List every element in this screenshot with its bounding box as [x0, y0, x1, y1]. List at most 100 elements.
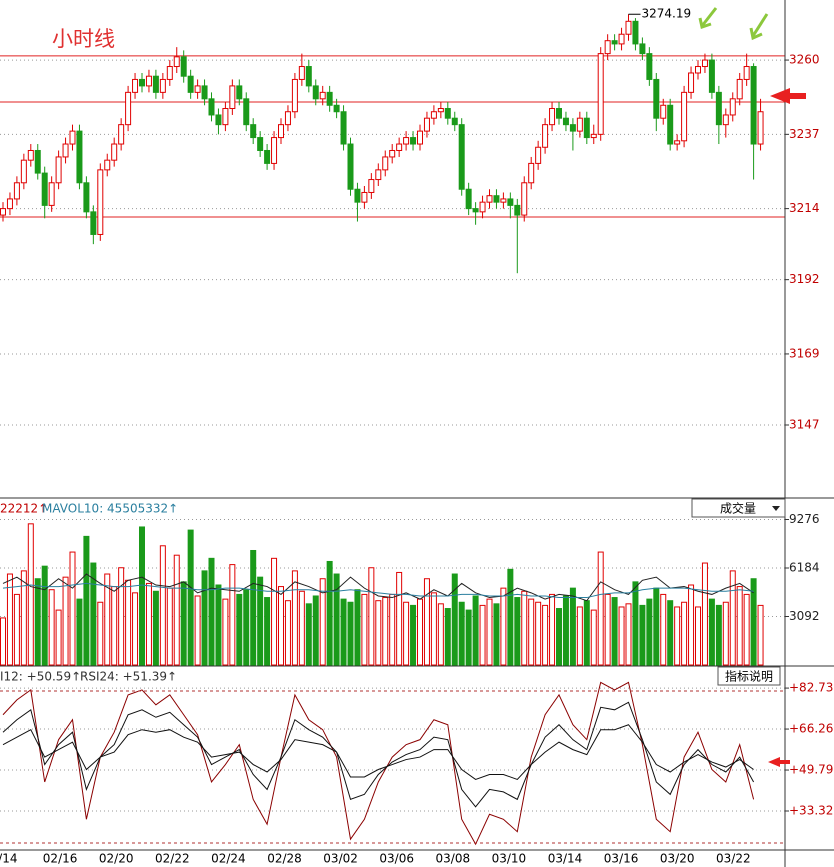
candle-body [368, 179, 375, 193]
candle-body [667, 104, 674, 145]
volume-bar [305, 603, 312, 666]
volume-bar [319, 578, 326, 666]
x-tick-label: 2/14 [0, 852, 17, 866]
volume-bar [76, 598, 83, 666]
volume-legend: MAVOL10: 45505332↑ [42, 502, 178, 516]
candle-body [305, 66, 312, 87]
candle-body [708, 59, 715, 93]
candle-body [229, 85, 236, 110]
y-tick-label: 3237 [789, 127, 820, 141]
volume-bar [62, 576, 69, 666]
x-tick-label: 03/10 [492, 852, 527, 866]
volume-bar [333, 573, 340, 666]
candle-body [493, 195, 500, 203]
volume-bar [521, 590, 528, 666]
candle-body [312, 85, 319, 100]
volume-bar [159, 545, 166, 666]
volume-bar [257, 576, 264, 666]
volume-bar [729, 570, 736, 666]
volume-bar [576, 606, 583, 666]
volume-bar [208, 557, 215, 666]
indicator-help[interactable]: 指标说明 [717, 666, 781, 686]
volume-bar [688, 584, 695, 666]
candle-body [514, 204, 521, 216]
help-button[interactable] [717, 666, 781, 686]
volume-bar [180, 581, 187, 666]
volume-bar [417, 598, 423, 666]
volume-bar [757, 604, 764, 666]
candle-body [722, 114, 729, 126]
volume-bar [653, 587, 660, 666]
selector-box[interactable] [691, 498, 786, 518]
candle-body [347, 143, 354, 190]
volume-bar [639, 604, 646, 666]
candle-body [688, 72, 695, 93]
volume-bar [458, 601, 465, 666]
candle-body [750, 66, 757, 145]
volume-bar [55, 609, 62, 666]
volume-bar [389, 593, 396, 666]
volume-bar [632, 581, 639, 666]
volume-bar [423, 578, 430, 666]
candle-body [187, 75, 194, 93]
volume-bar [236, 593, 243, 666]
rsi-line [2, 681, 755, 846]
candle-body [396, 143, 403, 151]
y-tick-label: +49.79 [789, 763, 833, 777]
candle-body [180, 56, 187, 77]
volume-bar [382, 597, 389, 666]
candle-body [236, 85, 243, 100]
volume-bar [326, 560, 333, 666]
chart-title: 小时线 [52, 27, 115, 51]
volume-bar [549, 593, 556, 666]
volume-bar [743, 593, 750, 666]
candle-body [152, 75, 159, 93]
candle-body [257, 137, 264, 151]
x-tick-label: 02/28 [267, 852, 302, 866]
volume-bar [396, 571, 403, 666]
arrow-annotation [768, 757, 790, 767]
volume-bar [69, 551, 76, 666]
volume-bar [41, 565, 48, 666]
volume-bar [528, 598, 535, 666]
volume-bar [611, 597, 618, 666]
volume-bar [472, 595, 479, 666]
volume-bar [618, 606, 625, 666]
selector-label[interactable]: 成交量 [720, 501, 756, 516]
candle-body [618, 33, 625, 45]
candle-body [423, 117, 430, 132]
volume-bar [701, 562, 708, 666]
volume-bar [104, 573, 111, 666]
candle-body [500, 198, 507, 203]
candle-body [465, 188, 472, 210]
candle-body [569, 124, 576, 132]
volume-bar [166, 587, 173, 666]
candle-body [215, 114, 222, 126]
volume-selector[interactable]: 成交量 [691, 498, 786, 518]
rsi-line [2, 701, 755, 808]
candle-body [222, 108, 229, 126]
candle-body [437, 108, 444, 113]
help-label[interactable]: 指标说明 [725, 669, 773, 684]
volume-bar [722, 601, 729, 666]
annotation-label: 3274.19 [642, 7, 692, 21]
y-tick-label: +66.26 [789, 722, 833, 736]
candle-body [562, 117, 569, 126]
candle-body [326, 91, 333, 106]
candle-body [521, 182, 528, 216]
candle-body [0, 208, 6, 216]
volume-ma-line [2, 573, 754, 602]
candle-body [444, 108, 451, 119]
candle-body [625, 20, 632, 35]
volume-bar [278, 586, 284, 666]
candle-body [639, 43, 646, 55]
candle-body [6, 198, 13, 210]
candle-body [291, 78, 298, 113]
volume-bar [451, 573, 458, 666]
candle-body [542, 124, 549, 148]
candle-body [13, 182, 20, 200]
dropdown-icon[interactable] [772, 506, 780, 511]
x-tick-label: 03/20 [660, 852, 695, 866]
plot-layer: 3147 3169 3192 3214 3237 3260 3092 6184 9276 +33.… [0, 7, 833, 866]
candle-body [430, 111, 437, 119]
